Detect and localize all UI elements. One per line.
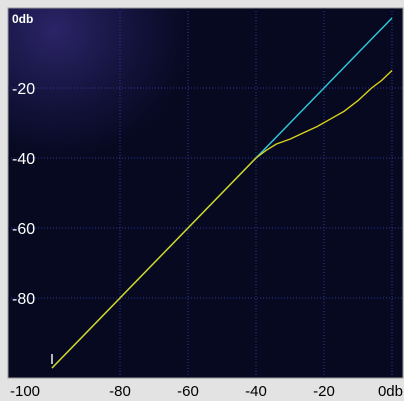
y-tick-label: -60 [12,221,35,238]
x-tick-label: -100 [10,383,40,400]
y-tick-labels: 0db -20 -40 -60 -80 [12,12,35,308]
x-tick-label: -20 [313,383,335,400]
x-tick-labels: -100 -80 -60 -40 -20 0db [10,383,403,400]
x-tick-label: 0db [378,383,403,400]
transfer-curve [51,69,393,369]
x-tick-label: -40 [245,383,267,400]
y-tick-label: 0db [12,12,33,26]
y-tick-label: -80 [12,291,35,308]
y-tick-label: -40 [12,151,35,168]
y-tick-label: -20 [12,81,35,98]
plot-area [7,7,404,379]
x-tick-label: -60 [177,383,199,400]
x-tick-label: -80 [109,383,131,400]
curves [51,17,393,369]
